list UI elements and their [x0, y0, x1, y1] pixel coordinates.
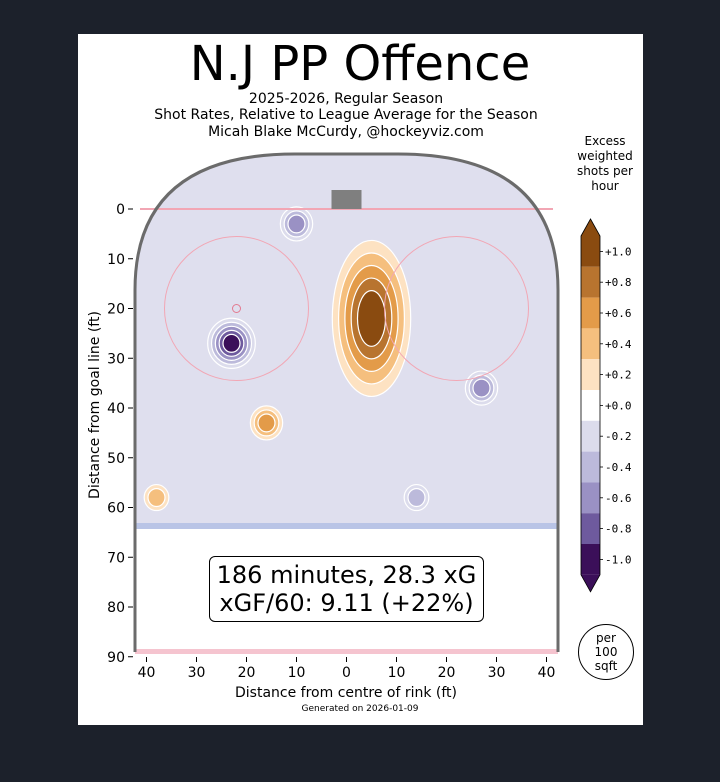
- y-tick-label: 10: [107, 252, 125, 268]
- heat-region-6-level-2: [147, 487, 166, 508]
- colorbar-segment: [581, 513, 600, 544]
- colorbar-title: Excess weighted shots per hour: [577, 134, 633, 193]
- colorbar-segment: [581, 482, 600, 514]
- colorbar-segment: [581, 451, 600, 483]
- colorbar-tick-label: -1.0: [605, 553, 632, 566]
- colorbar-segment: [581, 266, 600, 298]
- chart-title: N.J PP Offence: [189, 36, 531, 92]
- x-axis-label: Distance from centre of rink (ft): [235, 685, 457, 701]
- rink-markings: [135, 190, 558, 654]
- colorbar-tick-label: -0.8: [605, 523, 632, 536]
- generated-date: Generated on 2026-01-09: [301, 704, 419, 714]
- subtitle-description: Shot Rates, Relative to League Average f…: [154, 107, 538, 123]
- colorbar-tick-label: +0.8: [605, 276, 632, 289]
- colorbar-tick-label: +1.0: [605, 245, 632, 258]
- heat-region-5-level-3: [257, 413, 276, 433]
- y-tick-label: 80: [107, 600, 125, 616]
- colorbar-tick-label: +0.0: [605, 399, 632, 412]
- stats-line-minutes: 186 minutes, 28.3 xG: [216, 561, 477, 589]
- colorbar-tick-label: -0.6: [605, 492, 632, 505]
- faceoff-circle-right: [384, 236, 529, 381]
- colorbar-segment: [581, 297, 600, 329]
- colorbar-segment: [581, 544, 600, 575]
- y-tick-label: 0: [116, 202, 125, 218]
- x-tick-label: 10: [288, 665, 306, 681]
- heat-region-0-level-5: [222, 333, 241, 353]
- subtitle-author: Micah Blake McCurdy, @hockeyviz.com: [208, 124, 484, 140]
- y-tick-label: 50: [107, 451, 125, 467]
- y-tick-label: 70: [107, 550, 125, 566]
- colorbar-outline: [580, 218, 601, 593]
- colorbar-extend-bottom: [581, 574, 600, 592]
- x-tick-label: 0: [342, 665, 351, 681]
- blue-line: [135, 523, 558, 529]
- colorbar-segment: [581, 390, 600, 421]
- y-tick-label: 60: [107, 501, 125, 517]
- colorbar-segment: [581, 236, 600, 267]
- goal-net: [331, 190, 362, 209]
- stats-box: 186 minutes, 28.3 xG xGF/60: 9.11 (+22%): [209, 556, 484, 622]
- y-axis-label: Distance from goal line (ft): [87, 311, 103, 499]
- y-tick-label: 30: [107, 351, 125, 367]
- colorbar-segment: [581, 420, 600, 452]
- colorbar-segment: [581, 328, 600, 360]
- colorbar-tick-label: +0.4: [605, 338, 632, 351]
- heat-region-4-level-5: [356, 289, 387, 347]
- x-tick-label: 40: [138, 665, 156, 681]
- x-tick-label: 30: [188, 665, 206, 681]
- colorbar-tick-label: -0.4: [605, 461, 632, 474]
- colorbar-tick-label: -0.2: [605, 430, 632, 443]
- heat-region-2-level-3: [472, 378, 491, 398]
- heat-region-3-level-2: [407, 487, 426, 508]
- y-tick-label: 40: [107, 401, 125, 417]
- y-tick-label: 20: [107, 302, 125, 318]
- x-tick-label: 20: [438, 665, 456, 681]
- heat-region-1-level-3: [287, 214, 306, 234]
- colorbar: +1.0 +0.8 +0.6 +0.4 +0.2 +0.0 -0.2 -0.4 -0.6 -0.8…: [580, 218, 632, 593]
- y-axis: 0 10 20 30 40 50 60 70 80 90: [107, 202, 133, 666]
- unit-badge-label: per 100 sqft: [594, 631, 618, 673]
- y-tick-label: 90: [107, 650, 125, 666]
- center-red-line: [135, 649, 558, 654]
- subtitle-season: 2025-2026, Regular Season: [248, 91, 444, 107]
- faceoff-circle-left: [164, 236, 309, 381]
- stats-line-xgf: xGF/60: 9.11 (+22%): [219, 589, 474, 617]
- x-tick-label: 10: [388, 665, 406, 681]
- x-tick-label: 40: [538, 665, 556, 681]
- colorbar-tick-label: +0.6: [605, 307, 632, 320]
- x-tick-label: 20: [238, 665, 256, 681]
- colorbar-segment: [581, 359, 600, 390]
- x-tick-label: 30: [488, 665, 506, 681]
- faceoff-dot-left: [232, 304, 241, 313]
- unit-badge: per 100 sqft: [578, 624, 634, 680]
- x-axis: 40 30 20 10 0 10 20 30 40: [138, 657, 556, 681]
- colorbar-tick-label: +0.2: [605, 369, 632, 382]
- rink-boards: [133, 152, 560, 652]
- colorbar-extend-top: [581, 219, 600, 236]
